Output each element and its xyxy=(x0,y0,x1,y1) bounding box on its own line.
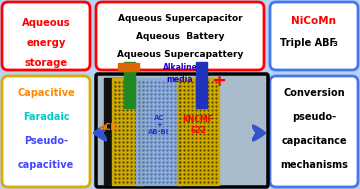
FancyBboxPatch shape xyxy=(270,2,358,70)
FancyBboxPatch shape xyxy=(96,74,268,187)
Text: ACBi: ACBi xyxy=(100,123,120,132)
FancyBboxPatch shape xyxy=(270,76,358,187)
Text: NiCoMn: NiCoMn xyxy=(292,16,337,26)
Text: Pseudo-: Pseudo- xyxy=(24,136,68,146)
Text: Capacitive: Capacitive xyxy=(17,88,75,98)
Text: KNCMF
622: KNCMF 622 xyxy=(183,115,213,135)
FancyBboxPatch shape xyxy=(2,76,90,187)
FancyBboxPatch shape xyxy=(96,2,264,70)
Text: pseudo-: pseudo- xyxy=(292,112,336,122)
Bar xyxy=(124,62,135,82)
Text: Aqueous: Aqueous xyxy=(22,18,70,28)
Text: +: + xyxy=(212,72,226,90)
Text: Triple ABF: Triple ABF xyxy=(280,38,336,48)
Polygon shape xyxy=(136,78,182,185)
Text: Aqueous Supercapacitor: Aqueous Supercapacitor xyxy=(118,14,242,23)
Text: capacitance: capacitance xyxy=(281,136,347,146)
Text: 3: 3 xyxy=(333,41,337,47)
Text: Aqueous Supercapattery: Aqueous Supercapattery xyxy=(117,50,243,59)
Bar xyxy=(124,78,135,108)
Polygon shape xyxy=(177,78,219,185)
Text: Alkaline
media: Alkaline media xyxy=(163,63,197,84)
Polygon shape xyxy=(104,78,132,185)
Bar xyxy=(196,78,207,108)
Bar xyxy=(196,62,207,82)
Bar xyxy=(118,63,139,71)
Text: Aqueous  Battery: Aqueous Battery xyxy=(136,32,224,41)
Text: Faradaic: Faradaic xyxy=(23,112,69,122)
Polygon shape xyxy=(112,78,144,185)
Text: AC
+
AB-Bi: AC + AB-Bi xyxy=(148,115,170,136)
Text: mechanisms: mechanisms xyxy=(280,160,348,170)
Text: storage: storage xyxy=(24,58,68,68)
Text: energy: energy xyxy=(26,38,66,48)
FancyBboxPatch shape xyxy=(2,2,90,70)
Text: Conversion: Conversion xyxy=(283,88,345,98)
Text: capacitive: capacitive xyxy=(18,160,74,170)
